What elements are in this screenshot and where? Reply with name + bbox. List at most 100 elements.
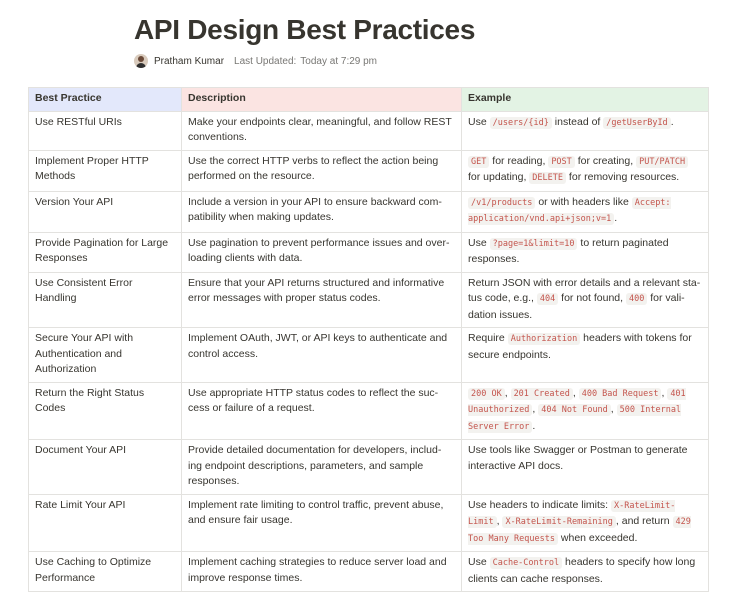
inline-code: /users/{id} xyxy=(489,116,552,129)
example-text: headers with tokens for secure endpoints… xyxy=(468,332,692,361)
inline-code: 404 Not Found xyxy=(538,404,611,416)
example-text: , xyxy=(661,386,668,399)
page-meta: Pratham Kumar Last Updated: Today at 7:2… xyxy=(134,53,377,69)
table-row: Provide Pagination for Large Responses Us… xyxy=(28,231,709,273)
cell-description[interactable]: Use appropriate HTTP status codes to ref… xyxy=(181,381,462,440)
cell-description[interactable]: Make your endpoints clear, meaningful, a… xyxy=(181,110,462,151)
inline-code: ?page=1&limit=10 xyxy=(489,237,578,250)
column-header-example[interactable]: Example xyxy=(461,87,709,112)
example-text: instead of xyxy=(551,115,604,128)
example-text: . xyxy=(670,115,674,128)
cell-description[interactable]: Implement rate limiting to control traff… xyxy=(181,493,462,552)
author-name[interactable]: Pratham Kumar xyxy=(154,55,225,67)
avatar-head-shape xyxy=(138,56,144,62)
cell-best-practice[interactable]: Use RESTful URIs xyxy=(28,110,182,151)
cell-description[interactable]: Implement OAuth, JWT, or API keys to aut… xyxy=(181,327,462,383)
cell-description[interactable]: Implement caching strategies to reduce s… xyxy=(181,551,462,592)
inline-code: 404 xyxy=(536,293,559,305)
inline-code: X-RateLimit-Remaining xyxy=(502,516,616,528)
cell-best-practice[interactable]: Implement Proper HTTP Methods xyxy=(28,149,182,192)
table-row: Use Consistent Error Handling Ensure that… xyxy=(28,271,709,328)
cell-best-practice[interactable]: Provide Pagination for Large Responses xyxy=(28,231,182,273)
cell-example[interactable]: Require Authorization headers with token… xyxy=(461,327,709,383)
cell-best-practice[interactable]: Use Consistent Error Handling xyxy=(28,271,182,328)
inline-code: 400 xyxy=(625,293,648,305)
table-row: Implement Proper HTTP Methods Use the cor… xyxy=(28,149,709,192)
cell-description[interactable]: Include a version in your API to ensure … xyxy=(181,190,462,233)
cell-example[interactable]: GET for reading, POST for creating, PUT/… xyxy=(461,149,709,192)
column-header-description[interactable]: Description xyxy=(181,87,462,112)
example-text: to return paginated responses. xyxy=(468,236,669,266)
cell-example[interactable]: Return JSON with error details and a rel… xyxy=(461,271,709,328)
inline-code: /getUserById xyxy=(603,116,671,129)
example-text: , and return xyxy=(615,515,673,527)
cell-example[interactable]: /v1/products or with headers like Accept… xyxy=(461,190,709,233)
example-text: . xyxy=(532,419,536,432)
inline-code: 400 Bad Request xyxy=(578,387,662,400)
example-text: , xyxy=(572,386,579,399)
cell-example[interactable]: 200 OK, 201 Created, 400 Bad Request, 40… xyxy=(461,381,709,440)
table-row: Rate Limit Your API Implement rate limiti… xyxy=(28,493,709,552)
table-row: Document Your API Provide detailed docume… xyxy=(28,439,709,495)
inline-code: Cache-Control xyxy=(489,557,563,569)
last-updated-value: Today at 7:29 pm xyxy=(300,55,378,67)
example-text: , xyxy=(532,403,539,415)
cell-best-practice[interactable]: Secure Your API with Authentication and … xyxy=(28,327,182,383)
best-practices-table: Best Practice Description Example Use RE… xyxy=(28,87,709,592)
example-text: Use xyxy=(468,236,490,249)
example-text: for updating, xyxy=(468,171,530,183)
table-body: Use RESTful URIs Make your endpoints clea… xyxy=(28,110,709,592)
example-text: Return JSON with error details and a rel… xyxy=(468,276,701,305)
page-title: API Design Best Practices xyxy=(134,14,476,45)
cell-best-practice[interactable]: Version Your API xyxy=(28,190,182,233)
example-text: for creating, xyxy=(574,154,637,167)
inline-code: DELETE xyxy=(529,172,567,184)
cell-description[interactable]: Provide detailed documentation for devel… xyxy=(181,439,462,495)
table-row: Use RESTful URIs Make your endpoints clea… xyxy=(28,110,709,151)
table-header-row: Best Practice Description Example xyxy=(28,87,709,112)
example-text: for reading, xyxy=(489,154,549,167)
avatar-body-shape xyxy=(136,63,146,68)
example-text: , xyxy=(496,515,503,527)
column-header-best-practice[interactable]: Best Practice xyxy=(28,87,182,112)
example-text: for removing resources. xyxy=(566,171,680,183)
example-text: Use headers to indicate limits: xyxy=(468,498,611,511)
example-text: . xyxy=(614,212,618,224)
example-text: , xyxy=(610,403,617,415)
cell-description[interactable]: Use pagination to prevent performance is… xyxy=(181,231,462,273)
inline-code: /v1/products xyxy=(468,196,536,209)
avatar[interactable] xyxy=(134,54,148,68)
example-text: , xyxy=(504,386,511,399)
cell-example[interactable]: Use tools like Swagger or Postman to gen… xyxy=(461,439,709,495)
cell-best-practice[interactable]: Use Caching to Optimize Performance xyxy=(28,551,182,592)
table-row: Version Your API Include a version in you… xyxy=(28,190,709,233)
cell-best-practice[interactable]: Return the Right Status Codes xyxy=(28,381,182,440)
example-text: headers to specify how long clients can … xyxy=(468,556,696,585)
last-updated-label: Last Updated: xyxy=(234,55,297,67)
inline-code: 201 Created xyxy=(510,387,573,400)
table-row: Use Caching to Optimize Performance Imple… xyxy=(28,551,709,592)
cell-description[interactable]: Ensure that your API returns structured … xyxy=(181,271,462,328)
table-row: Return the Right Status Codes Use appropr… xyxy=(28,381,709,440)
example-text: or with headers like xyxy=(535,195,632,208)
example-text: for not found, xyxy=(558,292,626,304)
cell-best-practice[interactable]: Rate Limit Your API xyxy=(28,493,182,552)
example-text: Use xyxy=(468,556,490,568)
inline-code: Authorization xyxy=(507,333,581,345)
inline-code: POST xyxy=(548,155,575,168)
example-text: Require xyxy=(468,332,508,344)
cell-best-practice[interactable]: Document Your API xyxy=(28,439,182,495)
cell-example[interactable]: Use Cache-Control headers to specify how… xyxy=(461,551,709,592)
cell-example[interactable]: Use headers to indicate limits: X-RateLi… xyxy=(461,493,709,552)
cell-description[interactable]: Use the correct HTTP verbs to reflect th… xyxy=(181,149,462,192)
example-text: when exceeded. xyxy=(558,531,638,544)
table-row: Secure Your API with Authentication and … xyxy=(28,327,709,383)
inline-code: PUT/PATCH xyxy=(636,155,689,168)
inline-code: 200 OK xyxy=(468,387,505,400)
example-text: Use xyxy=(468,115,490,128)
cell-example[interactable]: Use ?page=1&limit=10 to return paginated… xyxy=(461,231,709,273)
cell-example[interactable]: Use /users/{id} instead of /getUserById. xyxy=(461,110,709,151)
example-text: for vali-dation issues. xyxy=(468,292,685,321)
inline-code: GET xyxy=(468,155,490,168)
